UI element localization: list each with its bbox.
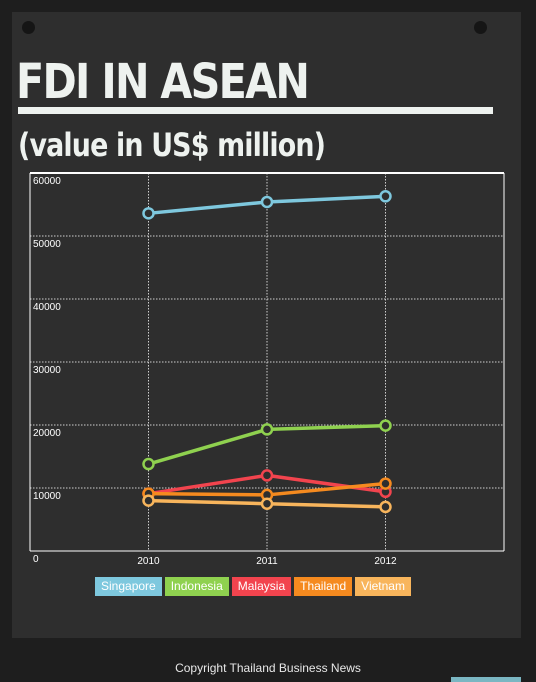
title-rule bbox=[18, 107, 493, 114]
data-point-vietnam bbox=[142, 494, 155, 507]
legend-item-malaysia: Malaysia bbox=[231, 577, 292, 596]
data-point-indonesia bbox=[379, 419, 392, 432]
data-point-indonesia bbox=[260, 423, 274, 436]
legend-item-vietnam: Vietnam bbox=[355, 577, 411, 596]
copyright-footer: Copyright Thailand Business News bbox=[175, 661, 361, 675]
y-tick-label: 40000 bbox=[33, 302, 61, 313]
x-tick-label: 2012 bbox=[374, 556, 397, 567]
data-point-thailand bbox=[379, 477, 392, 490]
chart-legend: Singapore Indonesia Malaysia Thailand Vietna… bbox=[95, 577, 411, 596]
page-subtitle: (value in US$ million) bbox=[18, 126, 326, 164]
legend-item-thailand: Thailand bbox=[294, 577, 353, 596]
pin-left bbox=[22, 21, 35, 34]
page-title: FDI IN ASEAN bbox=[16, 54, 310, 110]
legend-item-indonesia: Indonesia bbox=[164, 577, 229, 596]
data-point-vietnam bbox=[379, 500, 392, 514]
pin-right bbox=[474, 21, 487, 34]
data-point-vietnam bbox=[260, 497, 274, 510]
y-tick-label: 30000 bbox=[33, 365, 61, 376]
y-tick-label: 10000 bbox=[33, 491, 61, 502]
data-point-singapore bbox=[142, 207, 155, 220]
x-tick-label: 2010 bbox=[137, 556, 160, 567]
data-point-singapore bbox=[260, 195, 274, 209]
y-tick-label: 50000 bbox=[33, 239, 61, 250]
legend-item-singapore: Singapore bbox=[95, 577, 162, 596]
data-point-singapore bbox=[379, 190, 392, 203]
y-tick-label: 60000 bbox=[33, 176, 61, 187]
data-point-indonesia bbox=[142, 457, 155, 471]
y-tick-label: 20000 bbox=[33, 428, 61, 439]
data-point-malaysia bbox=[260, 469, 274, 482]
x-tick-label: 2011 bbox=[256, 556, 278, 567]
y-tick-label: 0 bbox=[33, 554, 39, 565]
corner-tab bbox=[451, 677, 521, 682]
line-chart: 0 10000 20000 30000 40000 50000 60000 2010 2011 2… bbox=[29, 172, 505, 567]
